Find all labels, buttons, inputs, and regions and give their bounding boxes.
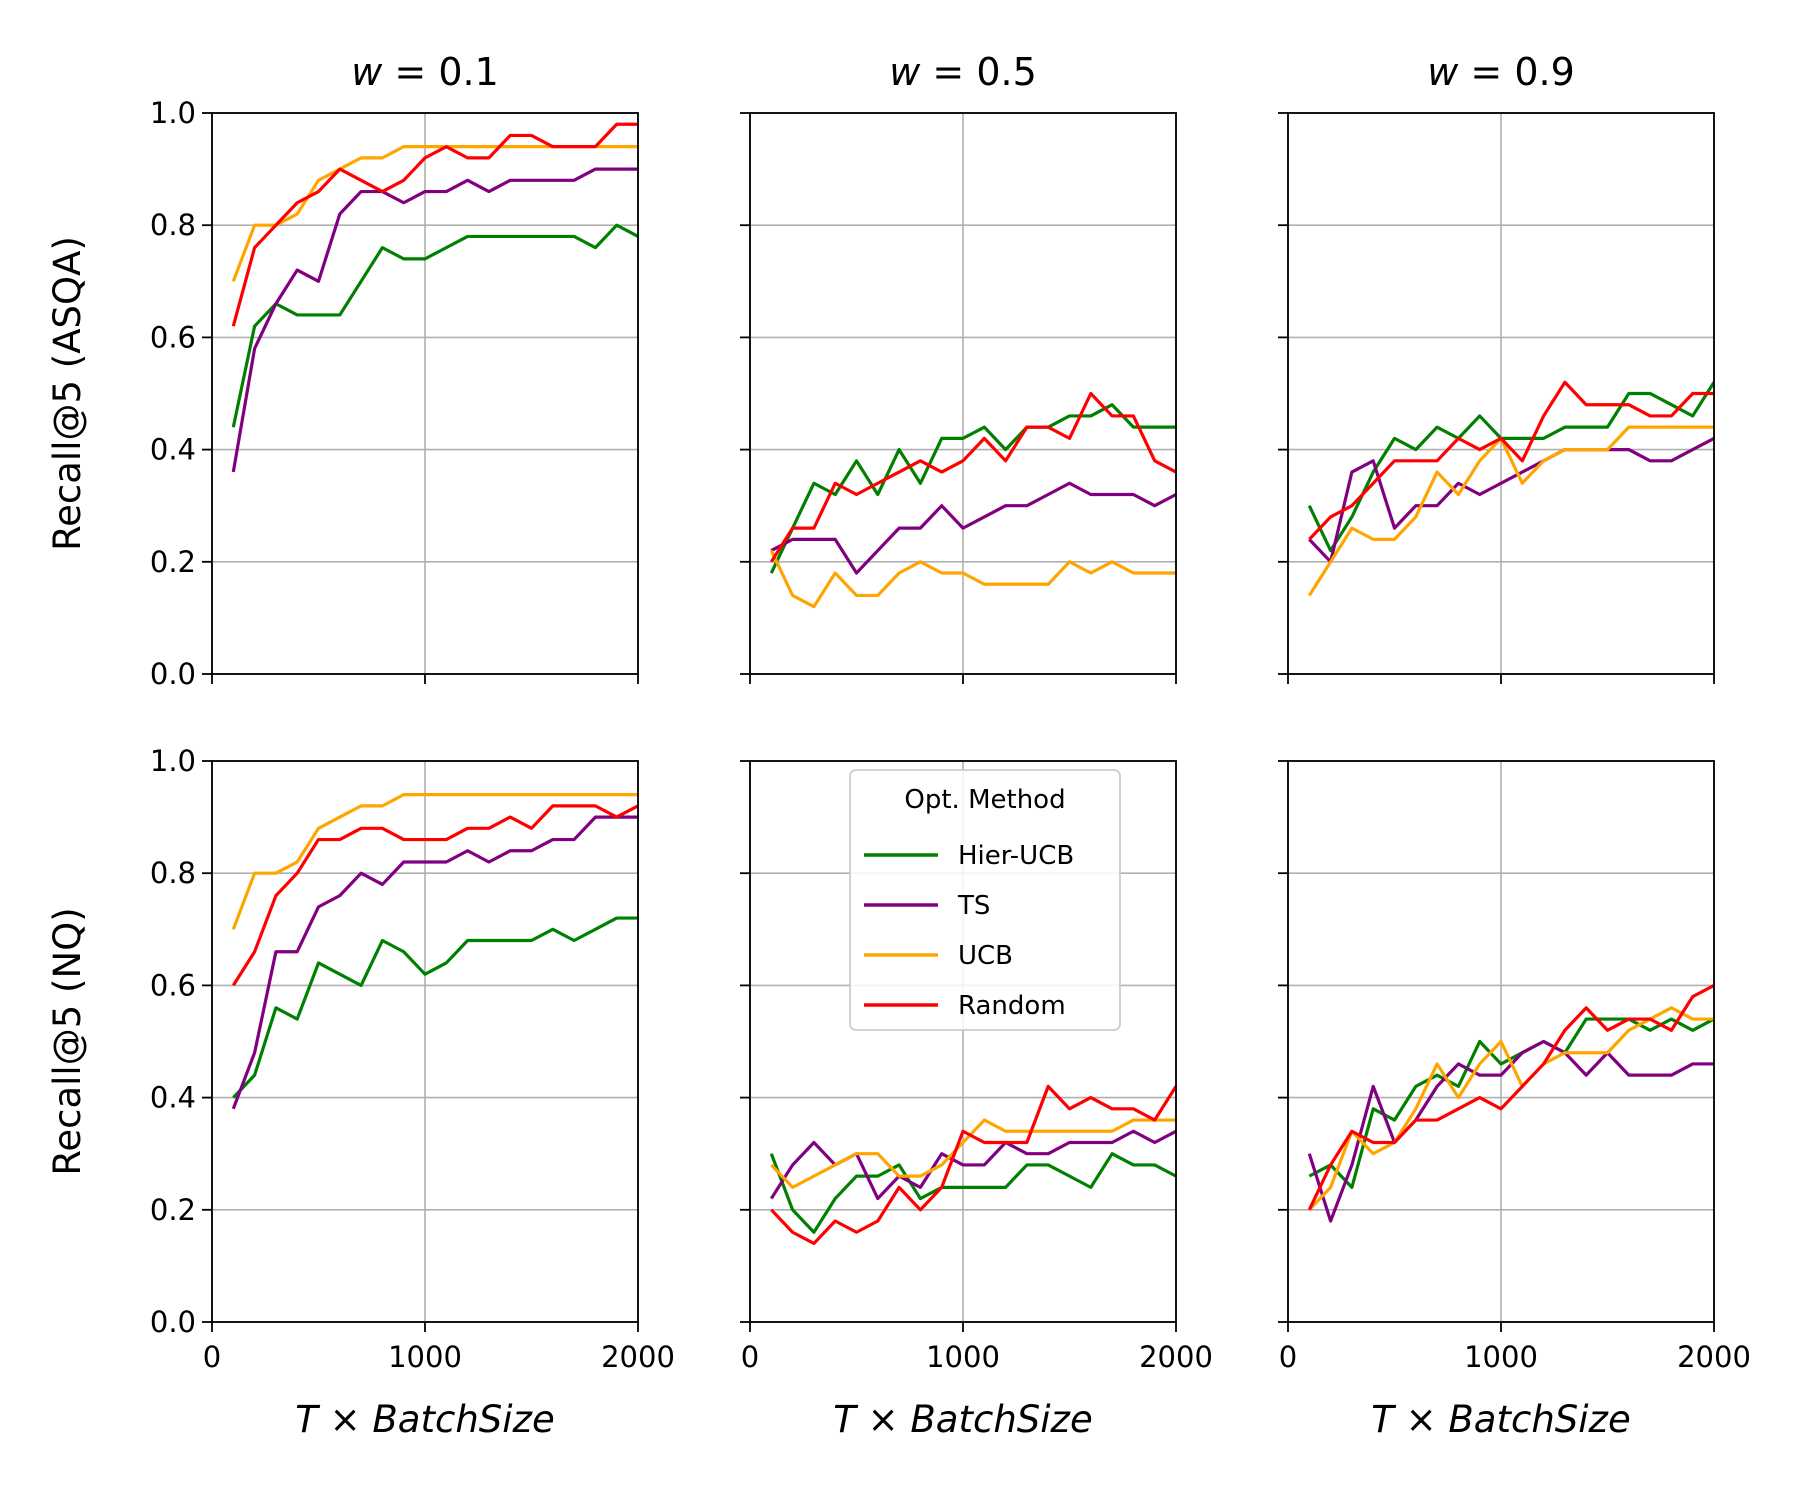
x-axis-label: T × BatchSize bbox=[295, 1398, 554, 1441]
panel-0-0: 0.0 0.2 0.4 0.6 0.8 1.0 Recall@5 (ASQA) w = 0.1 bbox=[46, 50, 639, 691]
x-tick-label: 1000 bbox=[388, 1340, 462, 1374]
series-line-ts bbox=[1307, 1039, 1714, 1223]
x-tick-label: 2000 bbox=[1139, 1340, 1213, 1374]
series-line-hier-ucb bbox=[1307, 381, 1714, 553]
x-axis-label: T × BatchSize bbox=[1371, 1398, 1630, 1441]
series-line-random bbox=[1308, 380, 1714, 541]
x-tick-label: 1000 bbox=[926, 1340, 1000, 1374]
series-line-random bbox=[769, 391, 1176, 563]
series-line-random bbox=[770, 1084, 1176, 1246]
x-tick-label: 1000 bbox=[1464, 1340, 1538, 1374]
series-line-hier-ucb bbox=[232, 916, 638, 1099]
y-axis-label: Recall@5 (ASQA) bbox=[46, 236, 89, 551]
y-tick-label: 0.6 bbox=[150, 968, 196, 1002]
legend-box bbox=[849, 769, 1121, 1031]
x-tick-label: 0 bbox=[203, 1340, 221, 1374]
series-line-hier-ucb bbox=[769, 1152, 1176, 1234]
series-line-hier-ucb bbox=[769, 403, 1176, 574]
y-tick-label: 0.4 bbox=[150, 433, 196, 467]
legend: Opt. Method Hier-UCB TS UCB Random bbox=[849, 769, 1121, 1031]
x-tick-label: 2000 bbox=[601, 1340, 675, 1374]
y-tick-label: 1.0 bbox=[150, 744, 196, 778]
panel-title: w = 0.5 bbox=[889, 50, 1037, 94]
series-line-random bbox=[1307, 983, 1714, 1211]
series-line-ucb bbox=[1308, 1006, 1714, 1211]
series-line-random bbox=[231, 122, 638, 327]
series-line-ts bbox=[231, 167, 638, 473]
series-line-ts bbox=[1308, 436, 1714, 564]
panel-0-2: w = 0.9 bbox=[1278, 50, 1715, 684]
y-tick-label: 0.0 bbox=[150, 657, 196, 691]
series-line-ucb bbox=[231, 793, 638, 930]
series-line-ts bbox=[231, 815, 638, 1110]
y-tick-label: 0.8 bbox=[150, 208, 196, 242]
series-line-ts bbox=[770, 481, 1176, 575]
panel-1-0: 0.0 0.2 0.4 0.6 0.8 1.0 Recall@5 (NQ) 0 1000 2000… bbox=[46, 744, 675, 1441]
legend-label-hier-ucb: Hier-UCB bbox=[958, 841, 1074, 871]
series-line-ucb bbox=[769, 549, 1176, 609]
legend-label-ucb: UCB bbox=[958, 941, 1013, 971]
y-tick-label: 0.6 bbox=[150, 320, 196, 354]
series-line-hier-ucb bbox=[231, 223, 638, 428]
panel-1-2: 0 1000 2000 T × BatchSize bbox=[1278, 760, 1751, 1441]
series-line-ucb bbox=[231, 145, 638, 282]
y-tick-label: 1.0 bbox=[150, 96, 196, 130]
x-tick-label: 0 bbox=[741, 1340, 759, 1374]
panel-1-1: 0 1000 2000 T × BatchSize Opt. Method Hier-UC… bbox=[740, 760, 1213, 1441]
legend-label-random: Random bbox=[958, 991, 1066, 1021]
series-line-ucb bbox=[770, 1118, 1176, 1189]
legend-title: Opt. Method bbox=[904, 785, 1065, 815]
y-tick-label: 0.8 bbox=[150, 856, 196, 890]
y-tick-label: 0.0 bbox=[150, 1305, 196, 1339]
series-line-ucb bbox=[1307, 425, 1714, 597]
legend-label-ts: TS bbox=[957, 891, 990, 921]
panel-title: w = 0.9 bbox=[1427, 50, 1575, 94]
panel-0-1: w = 0.5 bbox=[740, 50, 1177, 684]
x-axis-label: T × BatchSize bbox=[833, 1398, 1092, 1441]
y-tick-label: 0.2 bbox=[150, 1193, 196, 1227]
series-line-hier-ucb bbox=[1308, 1017, 1714, 1189]
x-tick-label: 2000 bbox=[1677, 1340, 1751, 1374]
x-tick-label: 0 bbox=[1279, 1340, 1297, 1374]
y-tick-label: 0.4 bbox=[150, 1081, 196, 1115]
y-axis-label: Recall@5 (NQ) bbox=[46, 907, 89, 1175]
series-line-random bbox=[231, 804, 638, 987]
y-tick-label: 0.2 bbox=[150, 545, 196, 579]
panel-title: w = 0.1 bbox=[351, 50, 499, 94]
